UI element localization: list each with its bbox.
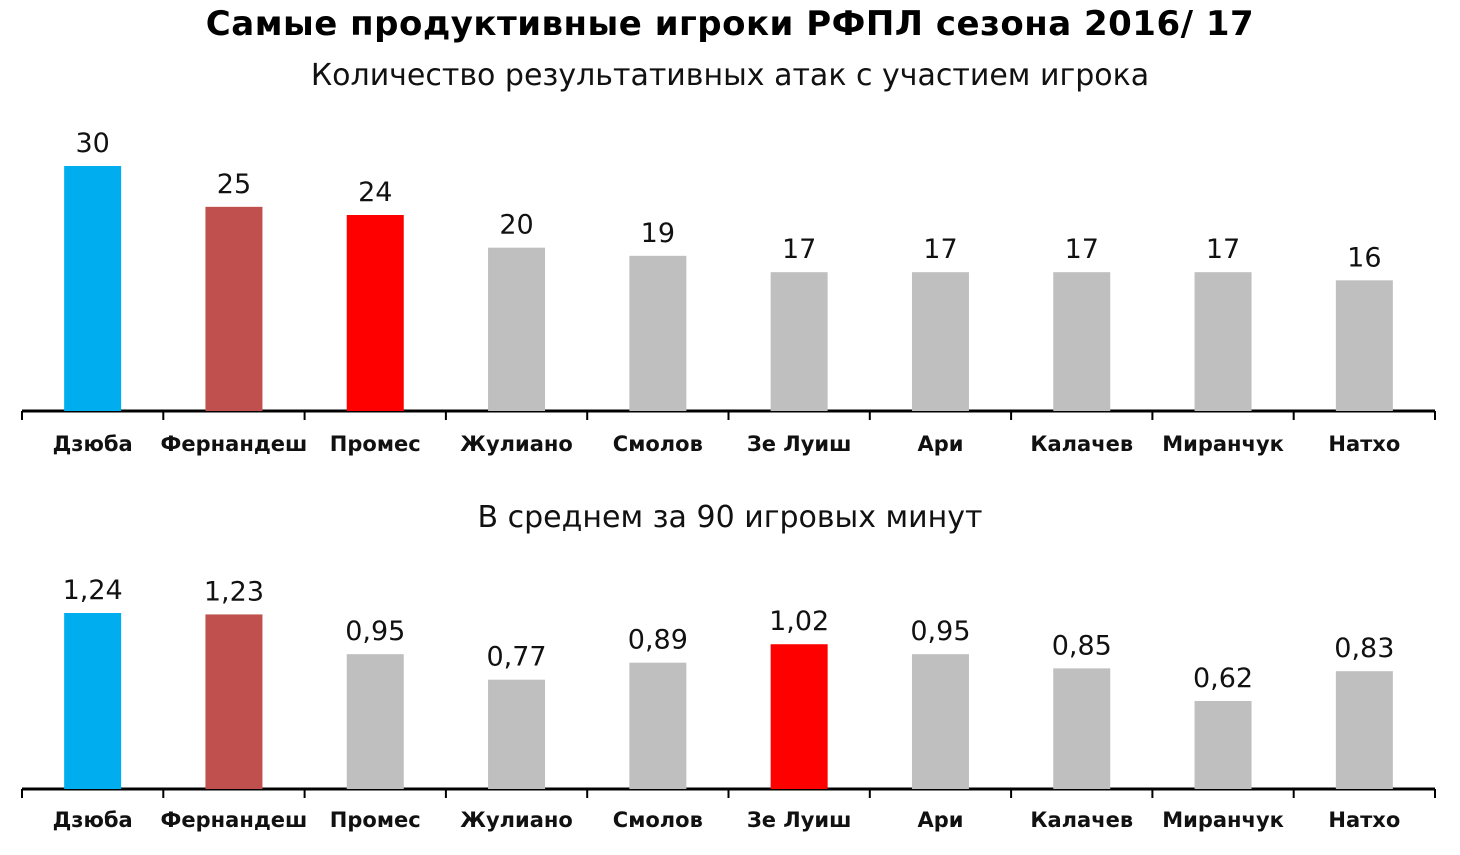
chart-1-value-label: 17 bbox=[1065, 234, 1099, 265]
chart-1-value-label: 24 bbox=[358, 177, 392, 208]
chart-2-value-label: 0,83 bbox=[1334, 633, 1394, 664]
chart-2-bar bbox=[205, 614, 263, 789]
chart-1-total-attacks: 30 Дзюба 25 Фернандеш 24 Промес 20 Жулиано 19 Смо… bbox=[21, 128, 1436, 456]
chart-1-bar bbox=[1335, 280, 1393, 411]
chart-1-bar bbox=[770, 272, 828, 411]
chart-1-bar bbox=[911, 272, 969, 411]
chart-1-bar bbox=[1194, 272, 1252, 411]
chart-2-value-label: 0,95 bbox=[345, 616, 405, 647]
chart-2-category-label: Зе Луиш bbox=[747, 808, 852, 832]
chart-1-value-label: 25 bbox=[217, 169, 251, 200]
chart-2-bar bbox=[770, 644, 828, 789]
chart-2-value-label: 0,62 bbox=[1193, 663, 1253, 694]
chart-2-value-label: 1,24 bbox=[63, 575, 123, 606]
chart-1-category-label: Калачев bbox=[1030, 432, 1133, 456]
chart-2-category-label: Ари bbox=[917, 808, 963, 832]
chart-1-category-label: Миранчук bbox=[1162, 432, 1284, 456]
chart-1-value-label: 30 bbox=[75, 128, 109, 159]
chart-1-value-label: 19 bbox=[641, 218, 675, 249]
chart-2-bar bbox=[629, 662, 687, 789]
chart-2-category-label: Промес bbox=[330, 808, 421, 832]
chart-1-category-label: Смолов bbox=[613, 432, 703, 456]
chart-2-category-label: Калачев bbox=[1030, 808, 1133, 832]
chart-2-bar bbox=[1335, 671, 1393, 789]
chart-1-bar bbox=[205, 206, 263, 411]
chart-2-value-label: 0,77 bbox=[486, 642, 546, 673]
chart-2-value-label: 0,85 bbox=[1052, 630, 1112, 661]
chart-1-bar bbox=[1053, 272, 1111, 411]
chart-1-bar bbox=[488, 247, 546, 411]
chart-2-category-label: Миранчук bbox=[1162, 808, 1284, 832]
chart-2-bar bbox=[911, 654, 969, 789]
chart-2-subtitle: В среднем за 90 игровых минут bbox=[477, 500, 983, 535]
chart-1-category-label: Зе Луиш bbox=[747, 432, 852, 456]
chart-1-value-label: 20 bbox=[499, 210, 533, 241]
chart-2-category-label: Натхо bbox=[1328, 808, 1400, 832]
chart-2-bar bbox=[1053, 668, 1111, 789]
chart-1-category-label: Дзюба bbox=[53, 432, 133, 456]
chart-2-category-label: Фернандеш bbox=[161, 808, 308, 832]
chart-1-category-label: Фернандеш bbox=[161, 432, 308, 456]
chart-2-bar bbox=[1194, 701, 1252, 789]
chart-2-category-label: Жулиано bbox=[460, 808, 573, 832]
chart-2-bar bbox=[64, 613, 122, 789]
chart-1-bar bbox=[629, 255, 687, 411]
chart-1-bar bbox=[346, 215, 404, 411]
chart-2-value-label: 0,95 bbox=[910, 616, 970, 647]
chart-2-bar bbox=[346, 654, 404, 789]
chart-1-value-label: 17 bbox=[923, 234, 957, 265]
chart-1-category-label: Промес bbox=[330, 432, 421, 456]
chart-1-category-label: Натхо bbox=[1328, 432, 1400, 456]
chart-2-bar bbox=[488, 679, 546, 789]
chart-1-bar bbox=[64, 166, 122, 411]
chart-2-value-label: 1,02 bbox=[769, 606, 829, 637]
chart-2-value-label: 0,89 bbox=[628, 625, 688, 656]
chart-1-value-label: 17 bbox=[1206, 234, 1240, 265]
chart-2-category-label: Смолов bbox=[613, 808, 703, 832]
chart-1-category-label: Жулиано bbox=[460, 432, 573, 456]
chart-1-value-label: 17 bbox=[782, 234, 816, 265]
chart-2-category-label: Дзюба bbox=[53, 808, 133, 832]
chart-1-value-label: 16 bbox=[1347, 242, 1381, 273]
page-title: Самые продуктивные игроки РФПЛ сезона 20… bbox=[205, 4, 1255, 44]
chart-1-subtitle: Количество результативных атак с участие… bbox=[310, 58, 1150, 93]
chart-1-category-label: Ари bbox=[917, 432, 963, 456]
chart-2-value-label: 1,23 bbox=[204, 576, 264, 607]
chart-2-per-90-minutes: 1,24 Дзюба 1,23 Фернандеш 0,95 Промес 0,77 Жули… bbox=[21, 575, 1436, 832]
